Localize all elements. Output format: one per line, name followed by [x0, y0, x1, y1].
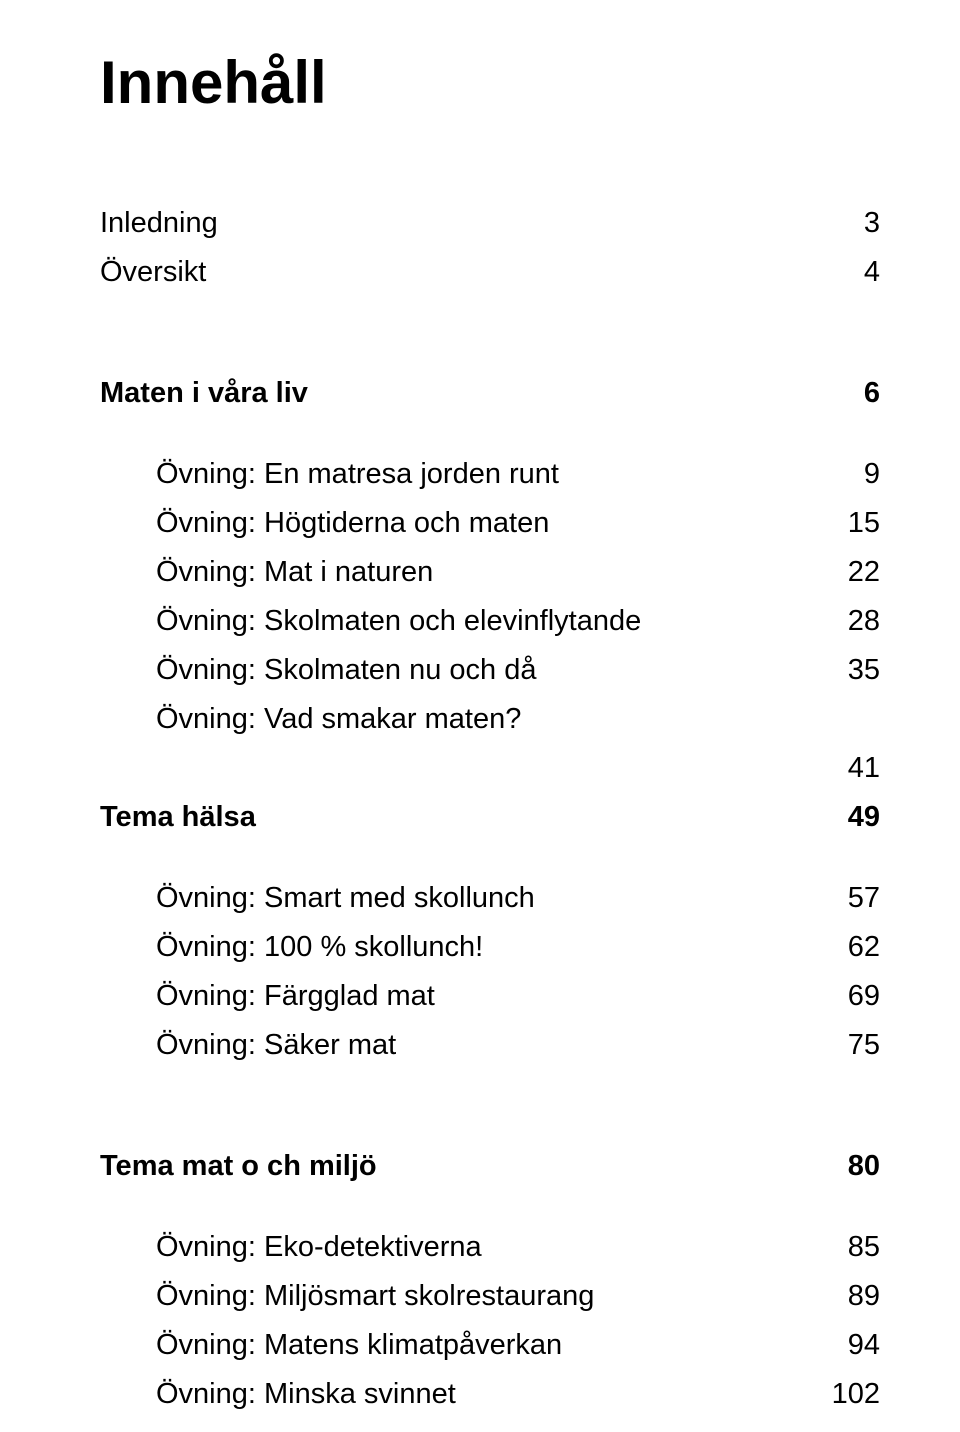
toc-section-halsa: Tema hälsa 49: [100, 801, 880, 834]
toc-page: 69: [848, 980, 880, 1013]
toc-label: Övning: Minska svinnet: [156, 1378, 456, 1411]
toc-page: 94: [848, 1329, 880, 1362]
toc-label: Övning: 100 % skollunch!: [156, 931, 483, 964]
toc-page: 15: [848, 507, 880, 540]
toc-row-inledning: Inledning 3: [100, 207, 880, 240]
toc-row: Övning: Skolmaten och elevinflytande 28: [100, 605, 880, 638]
toc-label: Övning: Miljösmart skolrestaurang: [156, 1280, 594, 1313]
toc-row: Övning: Vad smakar maten?: [100, 703, 880, 736]
toc-row: Övning: Säker mat 75: [100, 1029, 880, 1062]
toc-label: Tema mat o ch miljö: [100, 1150, 377, 1183]
toc-page: 41: [848, 752, 880, 785]
toc-row: Övning: Mat i naturen 22: [100, 556, 880, 589]
toc-section-maten: Maten i våra liv 6: [100, 377, 880, 410]
toc-page: 80: [848, 1150, 880, 1183]
toc-row: Övning: Miljösmart skolrestaurang 89: [100, 1280, 880, 1313]
toc-page: 9: [864, 458, 880, 491]
toc-label: Övning: Eko-detektiverna: [156, 1231, 482, 1264]
toc-page: 102: [832, 1378, 880, 1411]
toc-row-oversikt: Översikt 4: [100, 256, 880, 289]
toc-label: Övning: Skolmaten och elevinflytande: [156, 605, 641, 638]
toc-label: Övning: Vad smakar maten?: [156, 703, 521, 736]
toc-page: 6: [864, 377, 880, 410]
toc-row: Övning: En matresa jorden runt 9: [100, 458, 880, 491]
toc-row: Övning: Smart med skollunch 57: [100, 882, 880, 915]
page-title: Innehåll: [100, 48, 880, 117]
toc-page: 49: [848, 801, 880, 834]
toc-row: Övning: Skolmaten nu och då 35: [100, 654, 880, 687]
toc-row: Övning: Minska svinnet 102: [100, 1378, 880, 1411]
toc-page: 57: [848, 882, 880, 915]
toc-label: Övning: Färgglad mat: [156, 980, 435, 1013]
toc-label: Övning: Smart med skollunch: [156, 882, 535, 915]
toc-row: Övning: 100 % skollunch! 62: [100, 931, 880, 964]
toc-page: 85: [848, 1231, 880, 1264]
toc-label: Övning: Säker mat: [156, 1029, 396, 1062]
toc-section-miljo: Tema mat o ch miljö 80: [100, 1150, 880, 1183]
toc-label: Övning: Skolmaten nu och då: [156, 654, 536, 687]
toc-page: 35: [848, 654, 880, 687]
toc-label: Övning: Mat i naturen: [156, 556, 433, 589]
toc-page: 89: [848, 1280, 880, 1313]
toc-label: Övning: Högtiderna och maten: [156, 507, 549, 540]
toc-label: Översikt: [100, 256, 206, 289]
toc-label: Övning: En matresa jorden runt: [156, 458, 559, 491]
toc-row: Övning: Färgglad mat 69: [100, 980, 880, 1013]
toc-row: Övning: Högtiderna och maten 15: [100, 507, 880, 540]
toc-page: 22: [848, 556, 880, 589]
toc-page: 75: [848, 1029, 880, 1062]
toc-page: 62: [848, 931, 880, 964]
toc-label: Maten i våra liv: [100, 377, 308, 410]
toc-row: 41: [100, 752, 880, 785]
toc-label: Tema hälsa: [100, 801, 256, 834]
toc-row: Övning: Matens klimatpåverkan 94: [100, 1329, 880, 1362]
toc-page: 28: [848, 605, 880, 638]
toc-label: Inledning: [100, 207, 218, 240]
toc-page: 4: [864, 256, 880, 289]
toc-row: Övning: Eko-detektiverna 85: [100, 1231, 880, 1264]
toc-page: 3: [864, 207, 880, 240]
toc-label: Övning: Matens klimatpåverkan: [156, 1329, 562, 1362]
